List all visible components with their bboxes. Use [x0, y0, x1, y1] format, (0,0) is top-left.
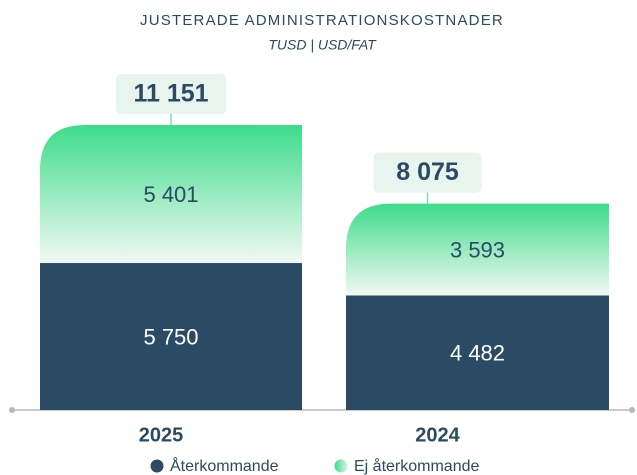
legend-swatch	[150, 459, 164, 473]
value-label: 4 482	[450, 341, 505, 366]
total-box	[373, 152, 482, 193]
baseline-end	[9, 407, 15, 413]
bar-segment	[40, 263, 302, 410]
total-label: 8 075	[396, 158, 459, 186]
chart-subtitle: TUSD | USD/FAT	[268, 37, 377, 53]
bar-segment	[346, 295, 609, 410]
bar-segment	[40, 125, 302, 264]
legend-swatch	[334, 459, 348, 473]
value-label: 3 593	[450, 237, 505, 262]
total-label: 11 151	[133, 80, 208, 108]
baseline-end	[629, 407, 635, 413]
legend-label: Återkommande	[170, 456, 279, 475]
total-box	[116, 74, 226, 114]
x-tick-label: 2024	[415, 424, 460, 446]
bar-segment	[346, 203, 609, 296]
x-tick-label: 2025	[139, 424, 184, 446]
legend-label: Ej återkommande	[354, 457, 479, 475]
chart-title: JUSTERADE ADMINISTRATIONSKOSTNADER	[140, 12, 504, 29]
value-label: 5 750	[143, 324, 198, 349]
value-label: 5 401	[143, 182, 198, 207]
